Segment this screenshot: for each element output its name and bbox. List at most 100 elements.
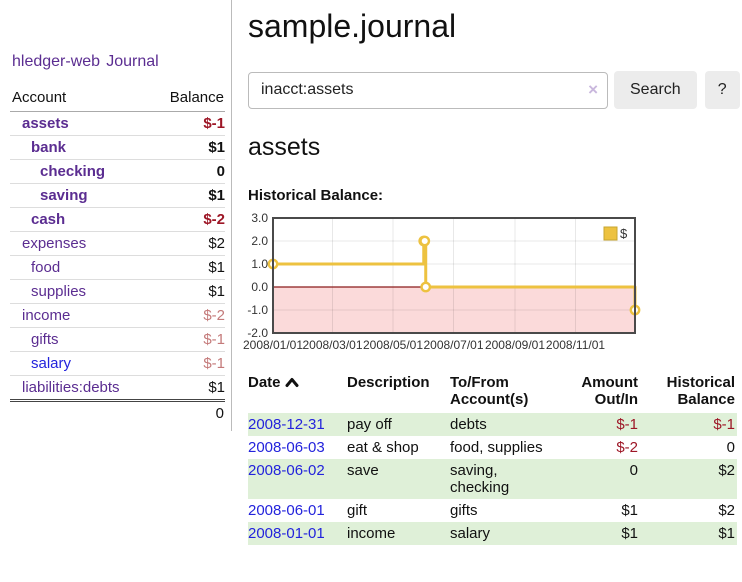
accounts-header-row: Account Balance (10, 85, 225, 112)
help-button[interactable]: ? (704, 71, 740, 109)
transaction-date-link[interactable]: 2008-12-31 (248, 416, 325, 433)
y-tick-label: 0.0 (251, 280, 268, 294)
transaction-amount: $1 (621, 502, 638, 519)
account-link-saving[interactable]: saving (40, 187, 88, 204)
account-row: assets $-1 (10, 112, 225, 136)
account-link-checking[interactable]: checking (40, 163, 106, 180)
account-link-cash[interactable]: cash (31, 211, 66, 228)
transaction-amount: $-1 (616, 416, 638, 433)
account-link-salary[interactable]: salary (31, 355, 72, 372)
register-header-balance: Historical Balance (666, 374, 735, 408)
transaction-date-link[interactable]: 2008-01-01 (248, 525, 325, 542)
register-header-amount: Amount Out/In (581, 374, 638, 408)
chart-border (272, 217, 636, 334)
main-content: sample.journal × Search ? assets Histori… (232, 0, 742, 545)
search-button[interactable]: Search (614, 71, 697, 109)
transaction-row: 2008-01-01 income salary $1 $1 (248, 522, 737, 545)
x-tick-label: 2008/05/01 (363, 338, 423, 352)
transaction-accounts: salary (450, 525, 491, 542)
y-tick-label: -2.0 (247, 326, 268, 340)
transaction-description: income (347, 525, 396, 542)
account-link-assets[interactable]: assets (22, 115, 69, 132)
transaction-row: 2008-06-03 eat & shop food, supplies $-2 0 (248, 436, 737, 459)
transaction-row: 2008-12-31 pay off debts $-1 $-1 (248, 413, 737, 436)
chart-x-axis-labels: 2008/01/01 2008/03/01 2008/05/01 2008/07/01… (243, 338, 605, 352)
y-tick-label: -1.0 (247, 303, 268, 317)
account-link-liabilities-debts[interactable]: liabilities:debts (22, 379, 120, 396)
transaction-description: eat & shop (347, 439, 419, 456)
sidebar-item-journal[interactable]: Journal (106, 53, 159, 70)
account-row: saving $1 (10, 183, 225, 208)
x-tick-label: 2008/01/01 (243, 338, 303, 352)
transaction-balance: $-1 (713, 416, 735, 433)
clear-search-icon[interactable]: × (588, 79, 598, 99)
account-balance: $-1 (151, 327, 225, 352)
account-link-expenses[interactable]: expenses (22, 235, 87, 252)
account-balance: $1 (151, 375, 225, 401)
accounts-table-body: assets $-1 bank $1 checking 0 saving $1 cash $-2 e… (10, 112, 225, 401)
transaction-balance: $1 (718, 525, 735, 542)
accounts-header-balance: Balance (151, 85, 225, 112)
transaction-accounts: saving, checking (450, 462, 510, 496)
accounts-header-account: Account (10, 85, 152, 112)
account-balance: $1 (151, 279, 225, 304)
x-tick-label: 2008/07/01 (423, 338, 483, 352)
account-row: gifts $-1 (10, 327, 225, 352)
account-balance: $-2 (151, 207, 225, 232)
transaction-row: 2008-06-01 gift gifts $1 $2 (248, 499, 737, 522)
sort-asc-icon (285, 378, 299, 387)
account-link-gifts[interactable]: gifts (31, 331, 59, 348)
account-link-supplies[interactable]: supplies (31, 283, 87, 300)
accounts-table: Account Balance assets $-1 bank $1 checking 0… (10, 85, 225, 425)
account-balance: $-2 (151, 303, 225, 328)
account-balance: $-1 (151, 351, 225, 376)
register-header-row: Date Description To/From Account(s) Amou… (248, 372, 737, 413)
transaction-accounts: food, supplies (450, 439, 543, 456)
account-row: cash $-2 (10, 207, 225, 232)
page-title: sample.journal (248, 8, 457, 44)
chart-data-point (419, 235, 431, 247)
account-row: income $-2 (10, 303, 225, 328)
account-row: checking 0 (10, 159, 225, 184)
y-tick-label: 1.0 (251, 257, 268, 271)
accounts-total-value: 0 (10, 399, 225, 425)
register-header-date[interactable]: Date (248, 372, 347, 413)
account-row: expenses $2 (10, 231, 225, 256)
transaction-balance: 0 (726, 439, 735, 456)
account-row: salary $-1 (10, 351, 225, 376)
app-brand-link[interactable]: hledger-web (12, 53, 101, 70)
transaction-row: 2008-06-02 save saving, checking 0 $2 (248, 459, 737, 499)
register-header-description: Description (347, 374, 430, 391)
search-input[interactable] (248, 71, 608, 109)
y-tick-label: 2.0 (251, 234, 268, 248)
x-tick-label: 2008/09/01 (485, 338, 545, 352)
chart-negative-region (273, 287, 635, 333)
y-tick-label: 3.0 (251, 211, 268, 225)
transaction-amount: $-2 (616, 439, 638, 456)
register-table-body: 2008-12-31 pay off debts $-1 $-1 2008-06-03 ea… (248, 413, 737, 545)
transaction-accounts: debts (450, 416, 487, 433)
legend-label: $ (620, 226, 628, 241)
legend-swatch (603, 226, 618, 241)
transaction-amount: $1 (621, 525, 638, 542)
search-bar: × Search ? (248, 71, 742, 109)
account-balance: $2 (151, 231, 225, 256)
sidebar: hledger-web Journal Account Balance asse… (0, 0, 232, 431)
account-link-food[interactable]: food (31, 259, 61, 276)
transaction-date-link[interactable]: 2008-06-01 (248, 502, 325, 519)
transaction-date-link[interactable]: 2008-06-03 (248, 439, 325, 456)
x-tick-label: 2008/03/01 (302, 338, 362, 352)
search-box: × (248, 71, 608, 109)
transaction-accounts: gifts (450, 502, 478, 519)
account-row: bank $1 (10, 135, 225, 160)
x-tick-label: 2008/11/01 (546, 338, 605, 352)
transaction-date-link[interactable]: 2008-06-02 (248, 462, 325, 479)
account-balance: $1 (151, 135, 225, 160)
account-heading: assets (248, 133, 321, 161)
account-link-bank[interactable]: bank (31, 139, 67, 156)
chart-legend: $ (603, 226, 628, 241)
account-balance: $-1 (203, 115, 225, 132)
transaction-description: save (347, 462, 379, 479)
account-link-income[interactable]: income (22, 307, 71, 324)
